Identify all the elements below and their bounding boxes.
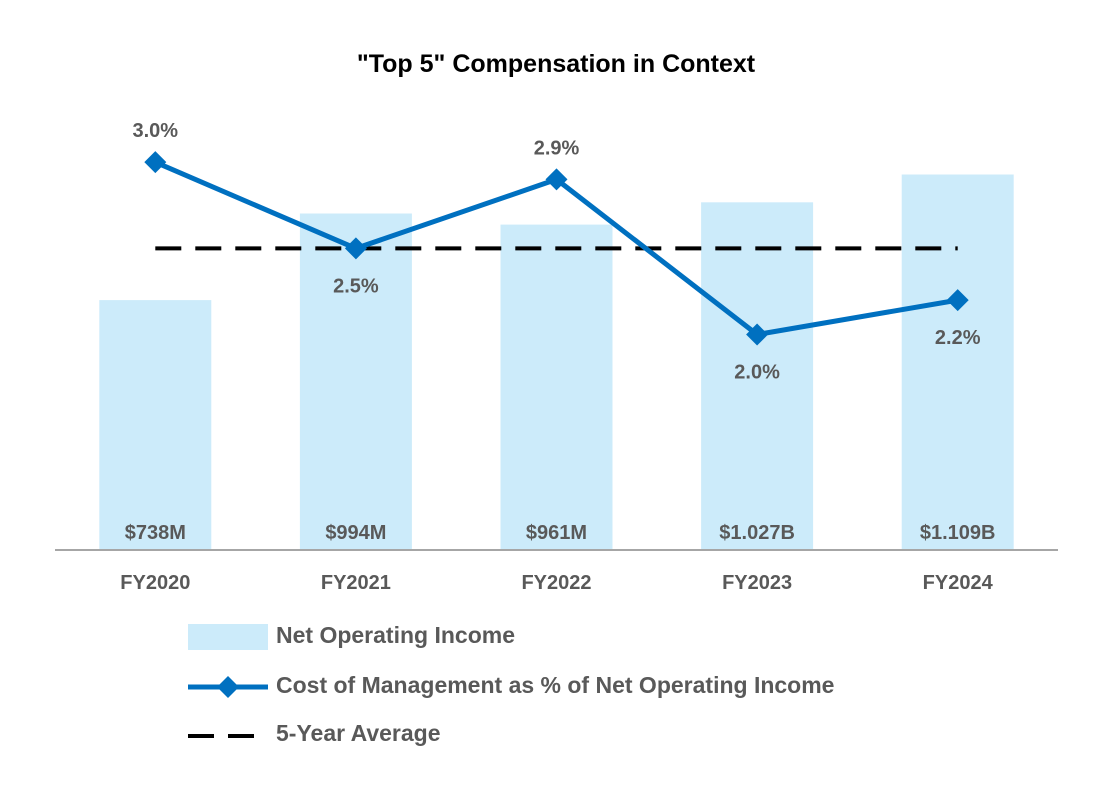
percent-label-fy2023: 2.0% [734, 362, 780, 384]
bar-value-label-fy2020: $738M [125, 522, 186, 544]
x-tick-label-fy2020: FY2020 [120, 572, 190, 594]
labels-layer: $738M FY2020 $994M FY2021 $961M FY2022 $1.027B… [120, 120, 995, 594]
legend-label-five-year-average: 5-Year Average [276, 720, 441, 746]
x-tick-label-fy2024: FY2024 [923, 572, 994, 594]
bar-value-label-fy2023: $1.027B [719, 522, 795, 544]
bar-value-label-fy2024: $1.109B [920, 522, 996, 544]
percent-label-fy2024: 2.2% [935, 327, 981, 349]
x-tick-label-fy2023: FY2023 [722, 572, 792, 594]
x-tick-label-fy2022: FY2022 [521, 572, 591, 594]
percent-marker-fy2024 [946, 289, 969, 312]
bar-value-label-fy2022: $961M [526, 522, 587, 544]
percent-label-fy2021: 2.5% [333, 275, 379, 297]
legend-swatch-dashed-line [188, 734, 268, 738]
percent-marker-fy2023 [746, 323, 769, 346]
bar-value-label-fy2021: $994M [325, 522, 386, 544]
legend-swatch-line-diamond [188, 676, 268, 698]
percent-marker-fy2021 [344, 237, 367, 260]
bar-fy2021 [299, 213, 412, 550]
chart-title: "Top 5" Compensation in Context [356, 50, 756, 78]
legend-swatch-bar [188, 624, 268, 650]
x-tick-label-fy2021: FY2021 [321, 572, 391, 594]
legend-label-net-operating-income: Net Operating Income [276, 622, 515, 648]
percent-label-fy2020: 3.0% [133, 120, 179, 142]
bars-layer [99, 174, 1014, 551]
bar-fy2022 [500, 224, 613, 550]
bar-fy2020 [99, 300, 212, 550]
percent-marker-fy2022 [545, 168, 568, 191]
percent-label-fy2022: 2.9% [534, 137, 580, 159]
bar-fy2024 [901, 174, 1014, 550]
bar-fy2023 [701, 202, 814, 551]
legend-label-cost-of-management: Cost of Management as % of Net Operating… [276, 672, 835, 698]
line-layer [144, 151, 969, 346]
percent-marker-fy2020 [144, 151, 167, 174]
